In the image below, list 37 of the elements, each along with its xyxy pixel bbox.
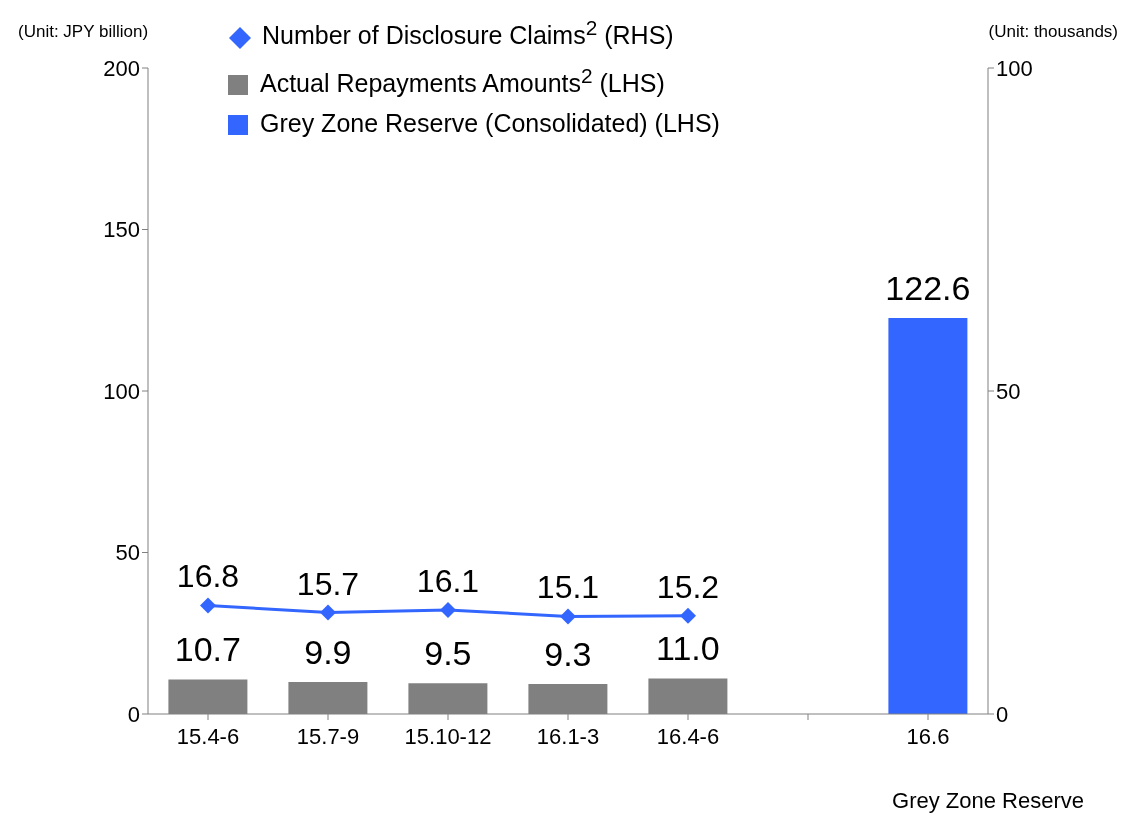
point <box>200 597 216 614</box>
legend-label: Actual Repayments Amounts$^{2}$ (LHS) <box>260 63 665 97</box>
data-label: 9.9 <box>304 633 352 672</box>
y-tick-label: 100 <box>103 378 140 404</box>
x-tick-label: 15.4-6 <box>176 723 240 749</box>
x-tick-label: 16.4-6 <box>656 723 720 749</box>
data-label: 9.5 <box>424 634 472 673</box>
y-tick-label: 200 <box>103 55 140 81</box>
x-tick-label: 16.6 <box>906 723 950 749</box>
point <box>440 601 456 618</box>
y2-tick-label: 0 <box>996 701 1009 727</box>
data-label: 122.6 <box>885 269 971 307</box>
y2-tick-label: 50 <box>996 378 1021 404</box>
data-label: 10.7 <box>174 630 241 669</box>
x-tick-label: 15.7-9 <box>296 723 360 749</box>
point <box>320 604 336 621</box>
data-label: 15.2 <box>656 568 720 605</box>
bar <box>888 318 968 714</box>
data-label: 15.7 <box>296 565 360 602</box>
y2-tick-label: 100 <box>996 55 1033 81</box>
data-label: 9.3 <box>544 634 592 673</box>
y-axis-title: (Unit: JPY billion) <box>18 22 149 42</box>
text: Grey Zone Reserve <box>891 788 1085 814</box>
point <box>680 607 696 624</box>
x-tick-label: 16.1-3 <box>536 723 600 749</box>
y-tick-label: 0 <box>127 701 140 727</box>
legend-label: Number of Disclosure Claims$^{2}$ (RHS) <box>262 16 674 50</box>
y-tick-label: 50 <box>115 540 140 566</box>
data-label: 11.0 <box>656 629 720 668</box>
point <box>560 608 576 625</box>
data-label: 15.1 <box>536 569 600 606</box>
x-tick-label: 15.10-12 <box>404 723 492 749</box>
legend-label: Grey Zone Reserve (Consolidated) (LHS) <box>260 108 720 137</box>
y2-axis-title: (Unit: thousands) <box>988 22 1118 42</box>
data-label: 16.1 <box>416 562 480 599</box>
data-label: 16.8 <box>176 558 240 595</box>
y-tick-label: 150 <box>103 217 140 243</box>
